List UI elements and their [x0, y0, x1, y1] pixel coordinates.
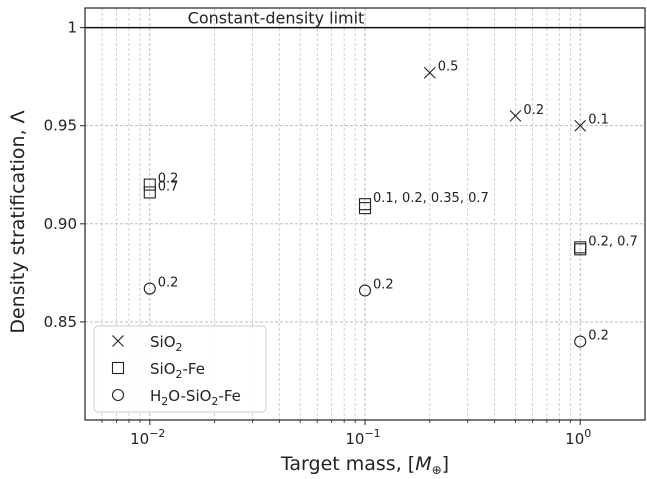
sio2-point-label: 0.1	[588, 113, 609, 128]
x-marker-stroke	[509, 110, 522, 122]
h2o-sio2-fe-point	[143, 282, 156, 295]
minor-gridlines	[101, 8, 571, 420]
y-tick-label: 0.90	[44, 215, 77, 233]
y-axis-label: Density stratification, Λ	[7, 110, 29, 333]
legend-marker	[112, 335, 124, 347]
x-marker-stroke	[112, 335, 124, 347]
x-tick-label: 10−1	[345, 427, 380, 448]
constant-density-label: Constant-density limit	[188, 9, 365, 28]
y-tick-labels: 0.85 0.90 0.95 1	[44, 19, 77, 331]
sio2-point-label: 0.5	[438, 60, 459, 75]
x-tick-label: 10−2	[130, 427, 165, 448]
legend-frame	[93, 325, 267, 413]
legend-marker	[111, 361, 125, 375]
x-marker-stroke	[423, 66, 436, 79]
legend: SiO2 SiO2-Fe H2O-SiO2-Fe	[93, 325, 267, 413]
sio2-fe-point	[574, 243, 587, 256]
data-points: 0.50.20.10.20.70.1, 0.2, 0.35, 0.70.2, 0…	[143, 60, 638, 348]
x-tick-label: 100	[565, 427, 591, 448]
sio2-point	[423, 66, 436, 79]
legend-label: H2O-SiO2-Fe	[150, 387, 241, 408]
sio2-fe-point-label: 0.7	[158, 179, 179, 194]
y-tick-label: 0.95	[44, 117, 77, 135]
x-marker-stroke	[574, 119, 587, 132]
sio2-fe-point	[358, 202, 372, 215]
h2o-sio2-fe-point	[358, 284, 372, 297]
h2o-sio2-fe-point-label: 0.2	[158, 276, 179, 291]
legend-marker	[111, 388, 125, 402]
sio2-point	[574, 119, 587, 132]
sio2-point-label: 0.2	[523, 103, 544, 118]
y-tick-label: 0.85	[44, 313, 77, 331]
axes	[80, 7, 646, 425]
legend-label: SiO2-Fe	[150, 360, 205, 381]
sio2-fe-point	[143, 178, 156, 191]
legend-label: SiO2	[150, 333, 183, 354]
sio2-point	[509, 110, 522, 122]
h2o-sio2-fe-point-label: 0.2	[373, 278, 394, 293]
sio2-fe-point	[143, 186, 156, 199]
h2o-sio2-fe-point	[574, 335, 587, 348]
sio2-fe-point-label: 0.2	[158, 172, 179, 187]
y-tick-label: 1	[67, 19, 77, 37]
plot-frame	[84, 7, 646, 421]
sio2-fe-point-label: 0.1, 0.2, 0.35, 0.7	[373, 191, 489, 206]
x-axis-label: Target mass, [M⊕]	[280, 453, 449, 477]
constant-density-line-group: Constant-density limit	[85, 9, 645, 29]
x-tick-labels: 10−2 10−1 100	[130, 427, 591, 448]
sio2-fe-point-label: 0.2, 0.7	[588, 234, 638, 249]
h2o-sio2-fe-point-label: 0.2	[588, 329, 609, 344]
